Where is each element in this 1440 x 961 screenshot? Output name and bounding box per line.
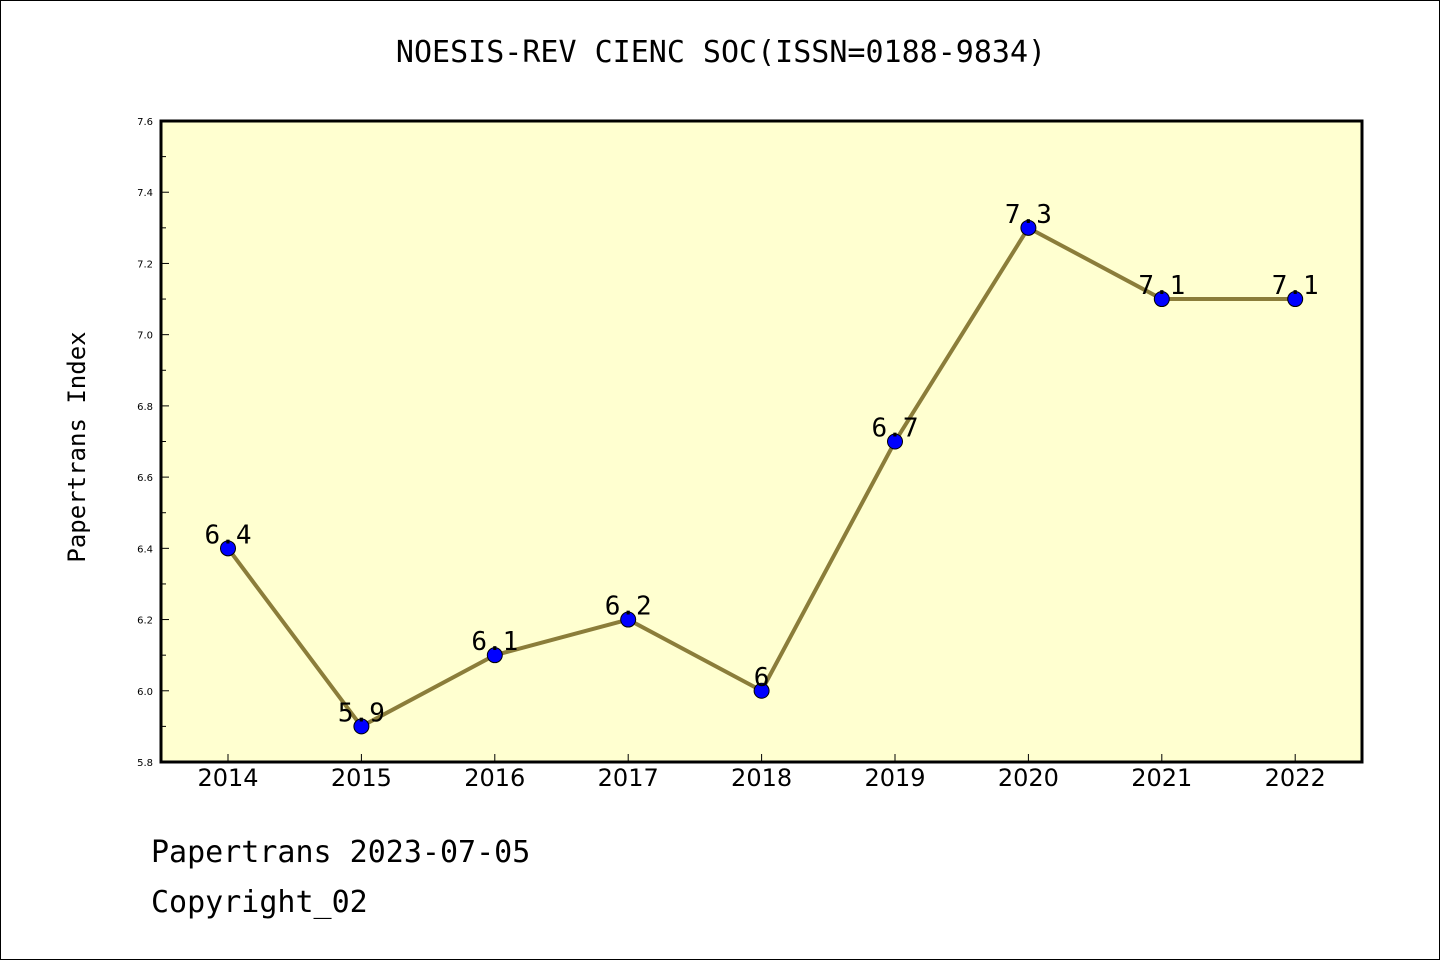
x-tick-label-2020: 2020	[998, 764, 1059, 792]
point-2019	[887, 433, 903, 450]
plot-border	[159, 119, 1364, 764]
point-2017	[620, 611, 637, 628]
y-tick-label-6: 7.0	[137, 331, 153, 342]
y-tick-label-9: 7.6	[137, 117, 153, 128]
data-label-2022: 7.1	[1272, 271, 1319, 301]
x-tick-label-2019: 2019	[864, 764, 925, 792]
x-tick-label-2022: 2022	[1265, 764, 1326, 792]
data-label-2018: 6	[754, 663, 770, 693]
x-tick-label-2015: 2015	[331, 764, 392, 792]
footer-copyright: Copyright_02	[151, 885, 368, 920]
y-tick-label-5: 6.8	[137, 402, 153, 413]
y-tick-label-2: 6.2	[137, 616, 153, 627]
x-tick-label-2021: 2021	[1131, 764, 1192, 792]
point-2020	[1020, 219, 1037, 236]
data-label-2016: 6.1	[471, 627, 518, 657]
y-tick-label-7: 7.2	[137, 259, 153, 270]
chart-title: NOESIS-REV CIENC SOC(ISSN=0188-9834)	[395, 35, 1047, 70]
x-tick-label-2016: 2016	[464, 764, 525, 792]
y-tick-label-4: 6.6	[137, 473, 153, 484]
footer-date: Papertrans 2023-07-05	[151, 835, 531, 870]
x-axis: 2014 2015 2016 2017 2018 2019 2020 2021 2022	[197, 754, 1326, 792]
plot-area	[161, 121, 1362, 762]
data-labels: 6.4 5.9 6.1 6.2 6 6.7 7.3 7.1 7.1	[205, 200, 1319, 729]
point-2016	[486, 647, 503, 664]
x-tick-label-2017: 2017	[598, 764, 659, 792]
data-label-2014: 6.4	[205, 520, 252, 550]
data-label-2020: 7.3	[1005, 200, 1052, 230]
x-tick-label-2014: 2014	[197, 764, 258, 792]
point-2021	[1153, 291, 1170, 308]
y-tick-label-0: 5.8	[137, 758, 153, 769]
data-label-2017: 6.2	[605, 592, 652, 622]
data-label-2015: 5.9	[338, 698, 385, 728]
point-2014	[220, 540, 236, 557]
y-axis: 5.8 6.0 6.2 6.4 6.6 6.8 7.0 7.2 7.4 7.6	[137, 117, 169, 769]
data-label-2019: 6.7	[872, 414, 919, 444]
x-tick-label-2018: 2018	[731, 764, 792, 792]
point-2022	[1287, 291, 1304, 308]
point-2015	[353, 718, 370, 735]
y-tick-label-8: 7.4	[137, 188, 153, 199]
data-label-2021: 7.1	[1138, 271, 1185, 301]
series-markers	[220, 219, 1304, 735]
y-tick-label-3: 6.4	[137, 544, 153, 555]
point-2018	[753, 682, 770, 699]
y-tick-label-1: 6.0	[137, 687, 153, 698]
